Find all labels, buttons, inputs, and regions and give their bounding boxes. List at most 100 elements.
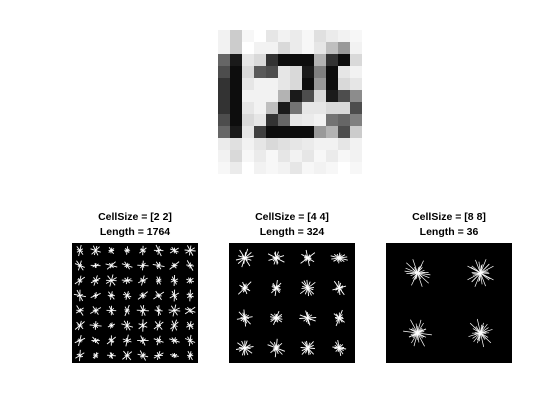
hog-cell-glyph bbox=[138, 292, 148, 300]
digit-pixel bbox=[350, 30, 362, 42]
hog-cell-glyph bbox=[154, 351, 164, 360]
hog-cell-glyph bbox=[169, 337, 179, 343]
digit-pixel bbox=[314, 114, 326, 126]
hog-cell-glyph bbox=[185, 245, 196, 255]
digit-pixel bbox=[218, 150, 230, 162]
hog-cell-glyph bbox=[301, 250, 315, 266]
digit-pixel bbox=[218, 78, 230, 90]
digit-pixel bbox=[326, 126, 338, 138]
digit-pixel bbox=[302, 162, 314, 174]
digit-pixel bbox=[278, 102, 290, 114]
digit-pixel bbox=[278, 30, 290, 42]
hog-cell-glyph bbox=[108, 291, 115, 299]
hog-cell-glyph bbox=[76, 306, 83, 316]
hog-cell-glyph bbox=[238, 282, 251, 295]
hog-cell-glyph bbox=[91, 292, 101, 299]
digit-pixel bbox=[290, 54, 302, 66]
digit-pixel bbox=[290, 90, 302, 102]
digit-pixel bbox=[218, 90, 230, 102]
hog-cell-glyph bbox=[334, 310, 345, 326]
digit-pixel bbox=[242, 54, 254, 66]
digit-pixel bbox=[314, 162, 326, 174]
hog-cell-glyph bbox=[331, 253, 348, 264]
hog-panel-title-line1: CellSize = [4 4] bbox=[229, 210, 355, 225]
digit-pixel bbox=[254, 30, 266, 42]
digit-pixel bbox=[278, 162, 290, 174]
digit-pixel bbox=[242, 114, 254, 126]
hog-cell-glyph bbox=[186, 321, 194, 330]
digit-pixel bbox=[302, 66, 314, 78]
digit-pixel bbox=[254, 102, 266, 114]
hog-cell-glyph bbox=[138, 276, 147, 286]
digit-pixel bbox=[254, 150, 266, 162]
digit-pixel bbox=[218, 54, 230, 66]
digit-pixel bbox=[218, 102, 230, 114]
digit-pixel bbox=[230, 162, 242, 174]
digit-pixel bbox=[230, 126, 242, 138]
digit-pixel bbox=[230, 138, 242, 150]
digit-pixel bbox=[218, 30, 230, 42]
hog-gradient-line bbox=[185, 307, 195, 314]
digit-pixel bbox=[290, 78, 302, 90]
digit-pixel bbox=[350, 54, 362, 66]
digit-pixel bbox=[326, 78, 338, 90]
digit-pixel bbox=[326, 162, 338, 174]
hog-cell-glyph bbox=[333, 281, 347, 295]
digit-pixel bbox=[254, 42, 266, 54]
hog-cell-glyph bbox=[299, 311, 316, 326]
digit-pixel bbox=[350, 162, 362, 174]
hog-cell-glyph bbox=[74, 290, 86, 301]
digit-pixel bbox=[338, 42, 350, 54]
hog-cell-glyph bbox=[107, 352, 116, 358]
hog-cell-glyph bbox=[91, 337, 99, 344]
digit-pixel bbox=[326, 102, 338, 114]
hog-cell-glyph bbox=[93, 352, 98, 358]
digit-pixel bbox=[314, 42, 326, 54]
hog-cell-glyph bbox=[137, 336, 149, 346]
hog-cell-glyph bbox=[170, 262, 180, 270]
digit-pixel bbox=[290, 66, 302, 78]
digit-pixel bbox=[338, 78, 350, 90]
digit-pixel bbox=[254, 126, 266, 138]
hog-cell-glyph bbox=[106, 262, 118, 270]
digit-pixel bbox=[290, 42, 302, 54]
digit-pixel bbox=[314, 54, 326, 66]
digit-pixel bbox=[266, 54, 278, 66]
digit-pixel bbox=[338, 102, 350, 114]
hog-cell-glyph bbox=[91, 263, 101, 268]
hog-cell-glyph bbox=[170, 290, 179, 302]
hog-axes bbox=[229, 243, 355, 363]
hog-gradient-line bbox=[154, 322, 163, 329]
hog-gradient-line bbox=[75, 277, 85, 284]
hog-cell-glyph bbox=[107, 335, 116, 345]
digit-pixel bbox=[254, 54, 266, 66]
digit-pixel bbox=[230, 90, 242, 102]
hog-visualization bbox=[229, 243, 355, 363]
hog-cell-glyph bbox=[300, 280, 315, 296]
hog-axes bbox=[386, 243, 512, 363]
hog-gradient-line bbox=[153, 292, 164, 299]
digit-pixel bbox=[350, 90, 362, 102]
digit-pixel bbox=[314, 90, 326, 102]
hog-cell-glyph bbox=[153, 291, 164, 300]
digit-pixel bbox=[242, 42, 254, 54]
hog-panel-title-line2: Length = 36 bbox=[386, 225, 512, 240]
hog-cell-glyph bbox=[271, 280, 281, 296]
digit-pixel bbox=[242, 90, 254, 102]
digit-pixel bbox=[254, 162, 266, 174]
digit-pixel bbox=[266, 66, 278, 78]
hog-cell-glyph bbox=[155, 305, 163, 316]
hog-cell-glyph bbox=[139, 246, 146, 255]
digit-pixel bbox=[326, 90, 338, 102]
digit-pixel bbox=[254, 114, 266, 126]
digit-pixel bbox=[314, 150, 326, 162]
digit-pixel bbox=[302, 54, 314, 66]
hog-cell-glyph bbox=[185, 335, 195, 346]
hog-gradient-line bbox=[122, 352, 131, 360]
hog-cell-glyph bbox=[332, 340, 346, 356]
hog-gradient-line bbox=[406, 273, 428, 274]
hog-cell-glyph bbox=[170, 353, 179, 358]
hog-panel-cellsize-8: CellSize = [8 8] Length = 36 bbox=[386, 210, 512, 363]
hog-gradient-line bbox=[92, 247, 100, 255]
digit-pixel bbox=[218, 138, 230, 150]
